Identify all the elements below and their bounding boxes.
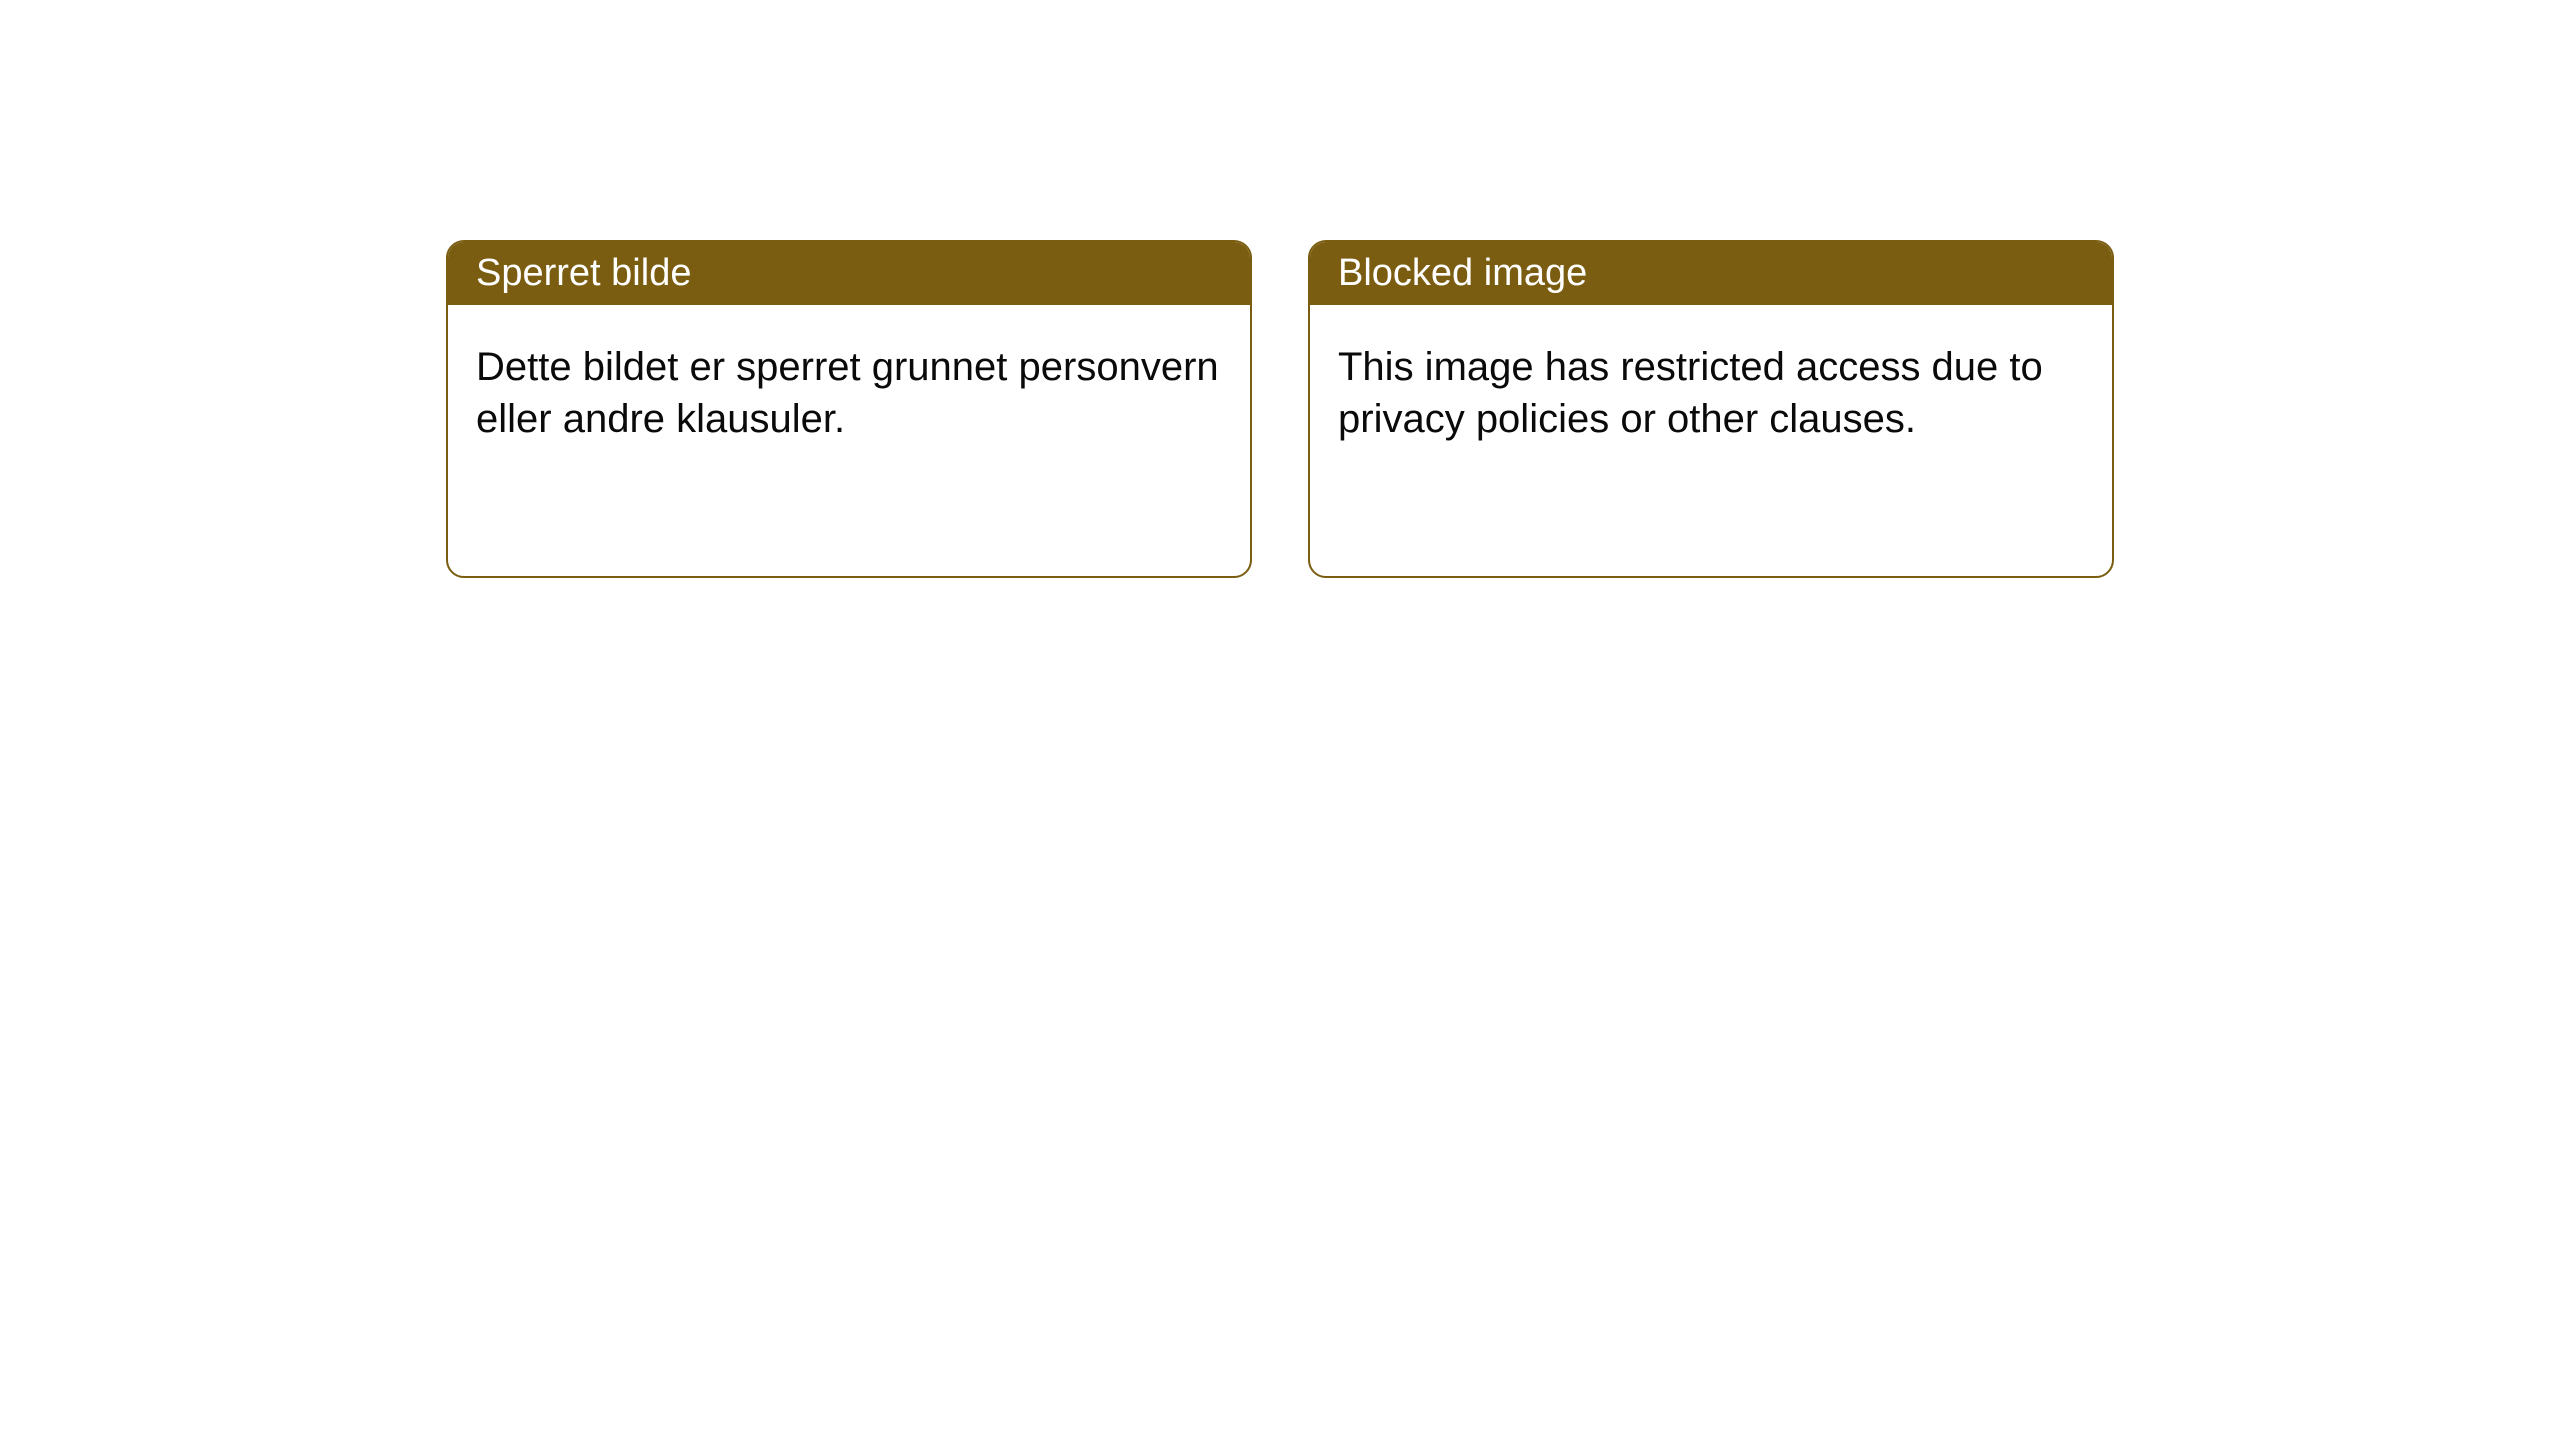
card-body-text: Dette bildet er sperret grunnet personve… xyxy=(476,345,1219,441)
card-body-text: This image has restricted access due to … xyxy=(1338,345,2043,441)
notice-card-norwegian: Sperret bilde Dette bildet er sperret gr… xyxy=(446,240,1252,578)
card-header: Blocked image xyxy=(1310,242,2112,305)
card-title: Sperret bilde xyxy=(476,252,691,294)
notice-card-english: Blocked image This image has restricted … xyxy=(1308,240,2114,578)
card-title: Blocked image xyxy=(1338,252,1587,294)
card-body: This image has restricted access due to … xyxy=(1310,305,2112,481)
card-body: Dette bildet er sperret grunnet personve… xyxy=(448,305,1250,481)
notice-cards-container: Sperret bilde Dette bildet er sperret gr… xyxy=(0,0,2560,578)
card-header: Sperret bilde xyxy=(448,242,1250,305)
